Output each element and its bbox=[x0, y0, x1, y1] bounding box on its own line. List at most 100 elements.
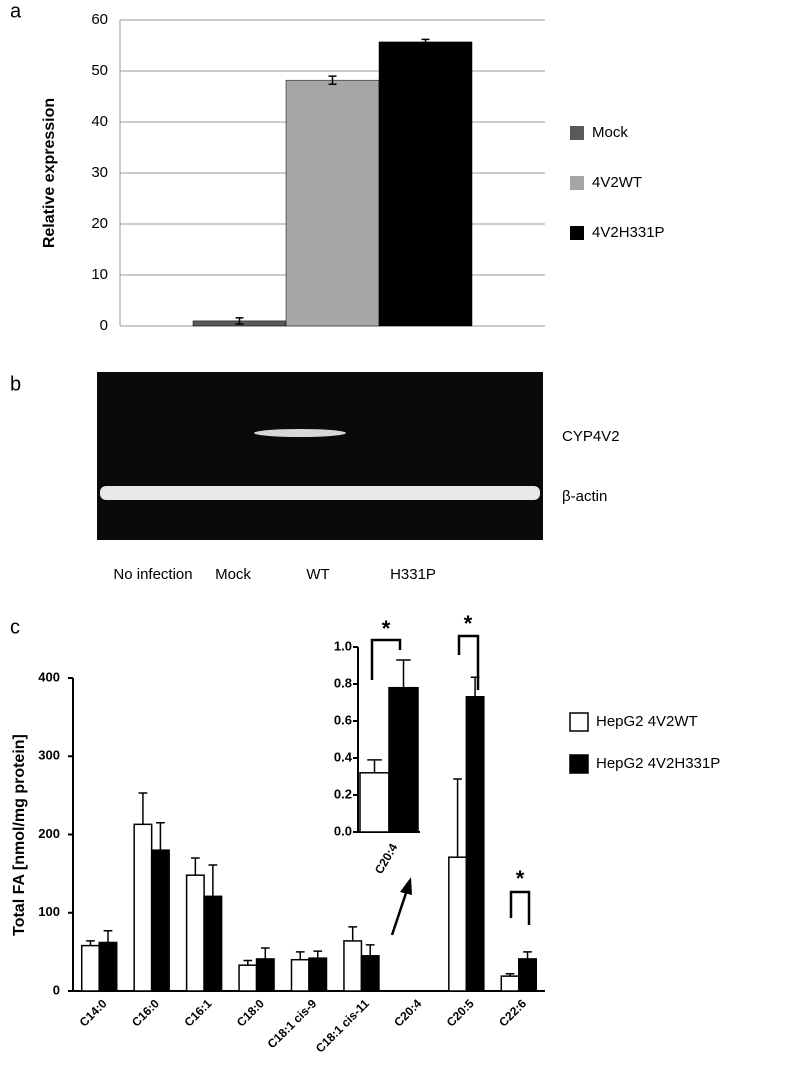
lane-label: WT bbox=[306, 566, 329, 583]
bar bbox=[150, 849, 170, 992]
x-tick-label: C14:0 bbox=[77, 996, 110, 1029]
error-bar bbox=[103, 929, 113, 943]
legend-label: Mock bbox=[592, 124, 628, 141]
bar bbox=[285, 79, 380, 327]
error-bar bbox=[453, 778, 462, 858]
y-tick-label: 30 bbox=[91, 164, 108, 181]
arrow-head bbox=[400, 877, 412, 895]
legend-swatch bbox=[570, 126, 584, 140]
y-tick-label: 400 bbox=[38, 669, 60, 684]
x-tick-label: C16:0 bbox=[129, 996, 162, 1029]
bar bbox=[290, 958, 310, 992]
y-tick-label: 0.6 bbox=[334, 712, 352, 727]
error-bar bbox=[156, 822, 165, 851]
panel-label: a bbox=[10, 0, 22, 22]
bar bbox=[378, 41, 473, 327]
y-tick-label: 0.4 bbox=[334, 749, 353, 764]
y-tick-label: 50 bbox=[91, 62, 108, 79]
bar bbox=[203, 895, 223, 992]
error-bar bbox=[208, 864, 218, 897]
error-bar bbox=[396, 659, 411, 688]
error-bar bbox=[86, 940, 95, 946]
legend-swatch bbox=[570, 226, 584, 240]
blot-image bbox=[97, 372, 543, 540]
lane-label: No infection bbox=[113, 566, 192, 583]
error-bar bbox=[295, 951, 305, 960]
significance-label: * bbox=[382, 616, 391, 641]
error-bar bbox=[505, 973, 515, 977]
y-tick-label: 100 bbox=[38, 904, 60, 919]
error-bar bbox=[328, 75, 337, 86]
x-tick-label: C20:5 bbox=[444, 996, 477, 1029]
y-tick-label: 0.8 bbox=[334, 675, 352, 690]
blot-band bbox=[100, 486, 540, 500]
band-label: CYP4V2 bbox=[562, 428, 620, 445]
lane-label: H331P bbox=[390, 566, 436, 583]
panel-label: c bbox=[10, 616, 20, 638]
y-tick-label: 300 bbox=[38, 748, 60, 763]
bar bbox=[465, 696, 485, 992]
error-bar bbox=[260, 947, 270, 959]
y-tick-label: 1.0 bbox=[334, 638, 352, 653]
bar bbox=[185, 874, 205, 992]
legend-label: HepG2 4V2WT bbox=[596, 713, 698, 730]
error-bar bbox=[235, 317, 244, 325]
y-tick-label: 20 bbox=[91, 215, 108, 232]
legend-label: HepG2 4V2H331P bbox=[596, 755, 720, 772]
bar bbox=[448, 856, 468, 992]
legend-label: 4V2WT bbox=[592, 174, 642, 191]
y-tick-label: 200 bbox=[38, 826, 60, 841]
x-tick-label: C22:6 bbox=[496, 996, 529, 1029]
y-tick-label: 0.2 bbox=[334, 786, 352, 801]
significance-bracket bbox=[370, 638, 402, 680]
legend-swatch bbox=[569, 712, 589, 732]
bar bbox=[360, 955, 380, 992]
bar bbox=[359, 772, 390, 833]
bar bbox=[500, 975, 520, 992]
error-bar bbox=[313, 950, 323, 959]
y-tick-label: 0.0 bbox=[334, 823, 352, 838]
legend-swatch bbox=[569, 754, 589, 774]
y-tick-label: 0 bbox=[53, 982, 60, 997]
lane-label: Mock bbox=[215, 566, 251, 583]
bar bbox=[255, 958, 275, 992]
legend-swatch bbox=[570, 176, 584, 190]
bar bbox=[238, 964, 258, 992]
error-bar bbox=[365, 944, 375, 956]
bar bbox=[343, 940, 363, 992]
y-tick-label: 40 bbox=[91, 113, 108, 130]
significance-label: * bbox=[516, 866, 525, 891]
arrow bbox=[390, 889, 409, 936]
significance-label: * bbox=[464, 611, 473, 636]
bar bbox=[518, 958, 538, 992]
band-label: β-actin bbox=[562, 488, 607, 505]
panel-label: b bbox=[10, 373, 21, 395]
error-bar bbox=[190, 857, 200, 876]
blot-band bbox=[254, 429, 346, 437]
bar bbox=[388, 686, 419, 833]
significance-bracket bbox=[457, 634, 480, 690]
x-tick-label: C18:1 cis-9 bbox=[265, 996, 320, 1051]
error-bar bbox=[348, 926, 358, 941]
error-bar bbox=[243, 959, 253, 966]
x-tick-label: C18:1 cis-11 bbox=[313, 996, 372, 1055]
significance-bracket bbox=[509, 890, 531, 925]
x-tick-label: C18:0 bbox=[234, 996, 267, 1029]
bar bbox=[80, 944, 100, 992]
error-bar bbox=[138, 792, 148, 825]
y-tick-label: 0 bbox=[100, 317, 108, 334]
y-tick-label: 60 bbox=[91, 11, 108, 28]
bar bbox=[308, 957, 328, 992]
x-tick-label: C16:1 bbox=[181, 996, 214, 1029]
bar bbox=[133, 823, 153, 992]
error-bar bbox=[367, 759, 382, 773]
x-tick-label: C20:4 bbox=[372, 841, 401, 877]
y-axis-label: Total FA [nmol/mg protein] bbox=[11, 734, 28, 936]
y-tick-label: 10 bbox=[91, 266, 108, 283]
legend-label: 4V2H331P bbox=[592, 224, 665, 241]
error-bar bbox=[523, 951, 532, 959]
x-tick-label: C20:4 bbox=[391, 996, 424, 1029]
error-bar bbox=[421, 38, 430, 46]
bar bbox=[98, 941, 118, 992]
